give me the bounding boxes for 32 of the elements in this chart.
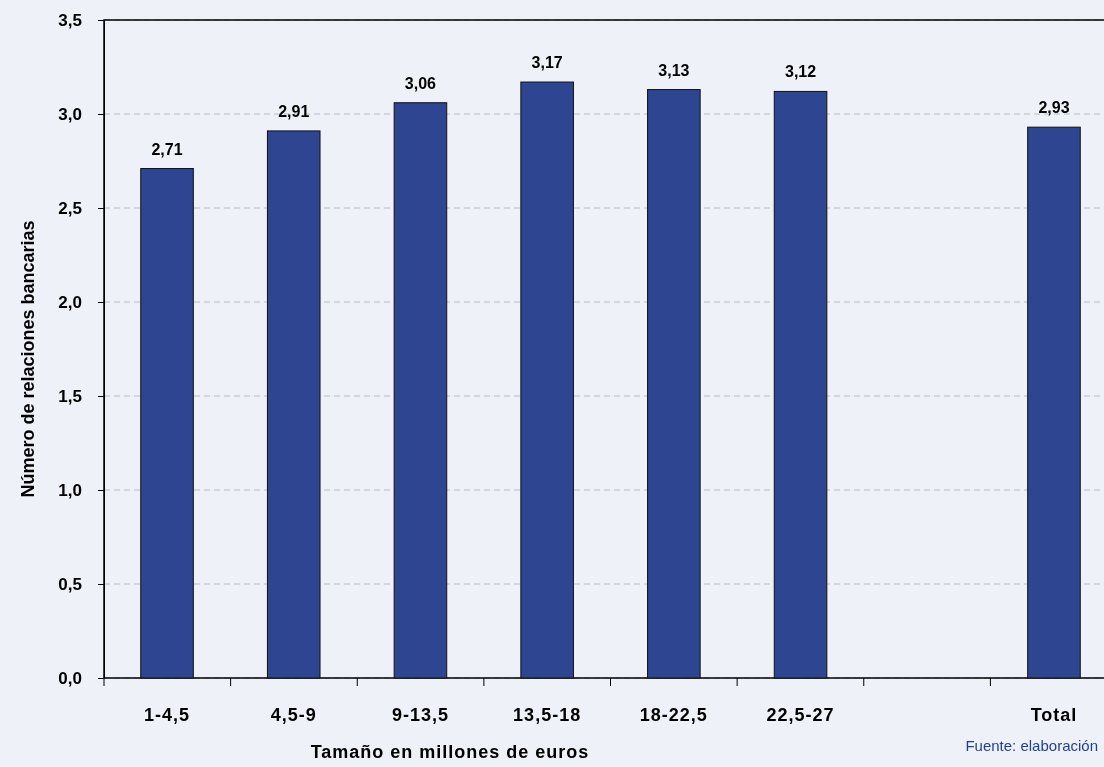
x-tick-label: Total	[1030, 705, 1078, 725]
y-tick-label: 2,5	[58, 198, 82, 218]
x-tick-label: 4,5-9	[270, 705, 317, 725]
x-tick-label: 13,5-18	[513, 705, 582, 725]
y-tick-label: 3,0	[58, 104, 82, 124]
data-label: 3,06	[404, 74, 437, 92]
y-axis-title: Número de relaciones bancarias	[18, 220, 38, 498]
data-label: 3,12	[784, 63, 817, 81]
bar	[773, 90, 828, 679]
bar	[1027, 126, 1081, 679]
x-tick-label: 9-13,5	[391, 705, 449, 725]
bar	[266, 130, 321, 679]
x-axis-title: Tamaño en millones de euros	[310, 742, 590, 762]
y-tick-label: 0,0	[58, 668, 82, 688]
y-tick-label: 0,5	[58, 574, 82, 594]
x-tick-label: 1-4,5	[144, 705, 191, 725]
y-tick-label: 3,5	[58, 10, 82, 30]
y-tick-label: 1,5	[58, 386, 82, 406]
source-note: Fuente: elaboración	[965, 737, 1098, 754]
bar	[140, 168, 194, 679]
x-tick-label: 18-22,5	[639, 705, 708, 725]
data-label: 3,17	[531, 54, 563, 72]
data-label: 3,13	[658, 61, 690, 79]
bar	[520, 81, 574, 679]
bar	[647, 89, 701, 679]
data-label: 2,91	[278, 102, 310, 120]
x-tick-label: 22,5-27	[766, 705, 835, 725]
y-tick-label: 2,0	[58, 292, 82, 312]
y-tick-label: 1,0	[58, 480, 82, 500]
data-label: 2,93	[1038, 99, 1070, 117]
data-label: 2,71	[151, 140, 183, 158]
bar	[393, 102, 448, 679]
